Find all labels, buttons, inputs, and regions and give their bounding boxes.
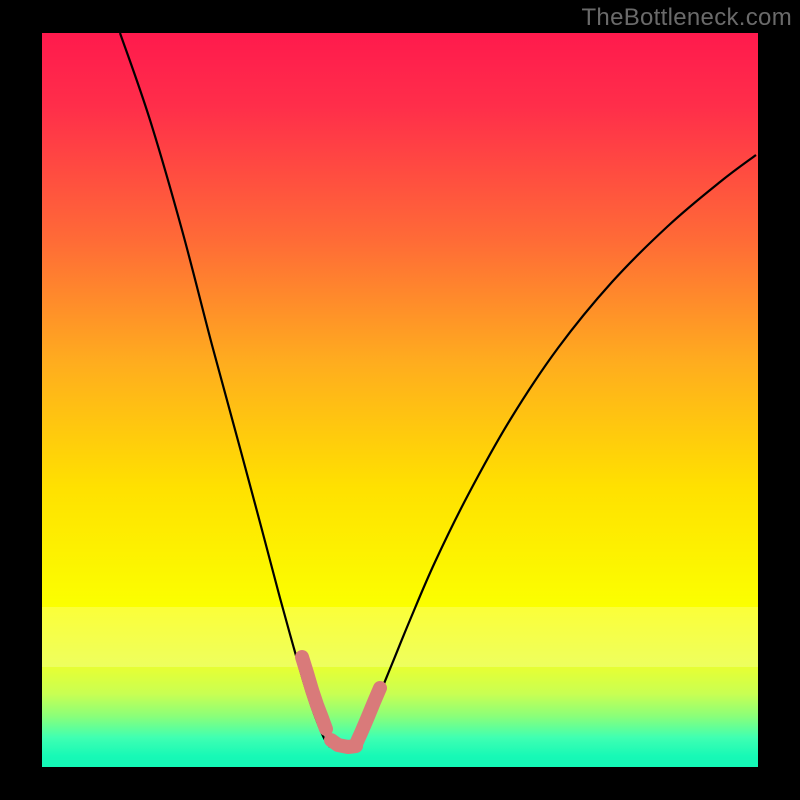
pale-horizontal-band	[42, 607, 758, 667]
watermark-text: TheBottleneck.com	[581, 4, 792, 32]
chart-container: TheBottleneck.com	[0, 0, 800, 800]
chart-svg	[0, 0, 800, 800]
